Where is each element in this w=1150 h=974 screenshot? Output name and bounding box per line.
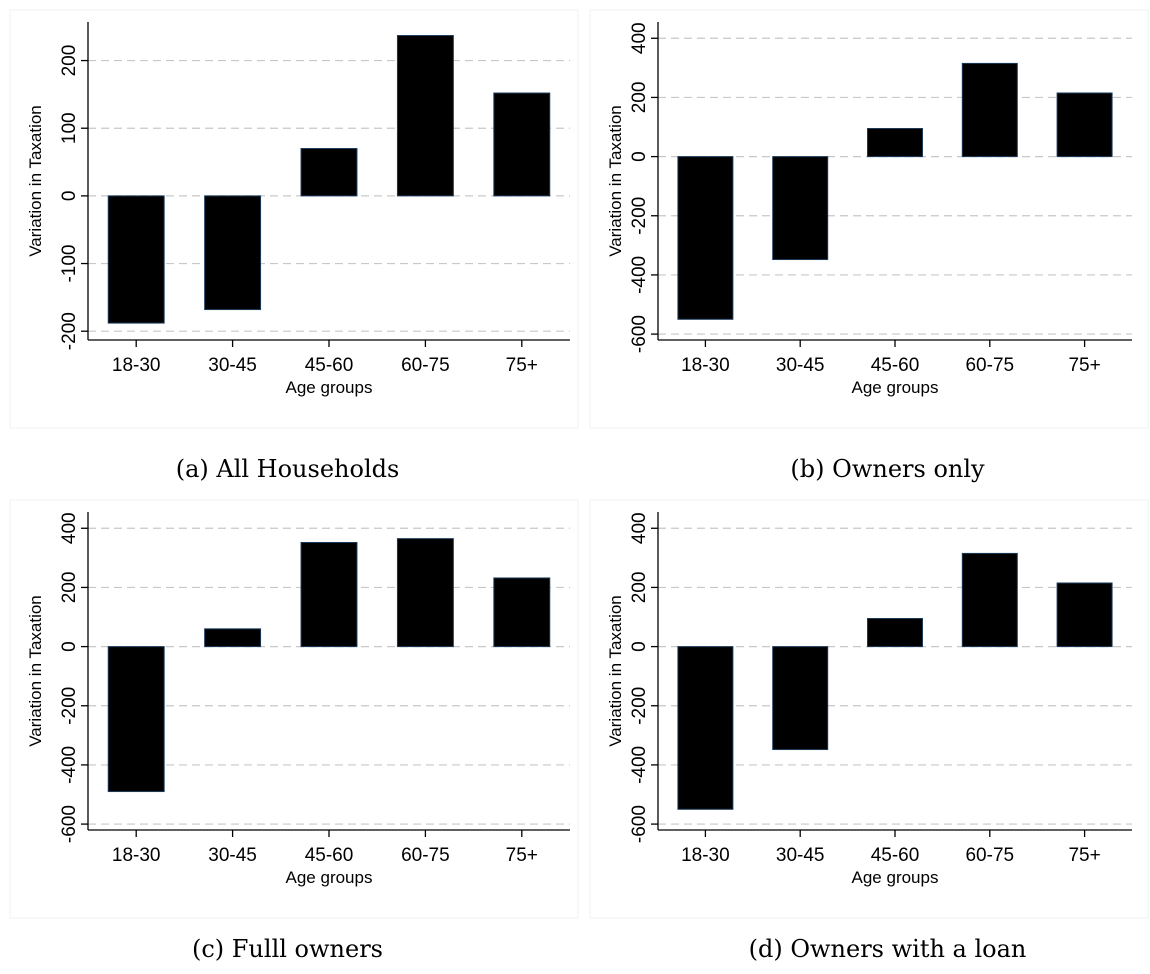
chart-panel-d: -600 -400 -200 0 200 400 18-30 30-45 45-60 60-75 7… [580, 490, 1150, 920]
x-tick-label: 18-30 [112, 355, 161, 376]
bar-45-60 [300, 541, 358, 648]
y-tick-label: 200 [59, 572, 80, 604]
bar-18-30 [677, 156, 734, 320]
x-tick-label: 60-75 [965, 845, 1014, 866]
y-tick-label: -400 [59, 746, 80, 784]
x-tick-label: 45-60 [305, 355, 354, 376]
bar-18-30 [677, 646, 734, 810]
x-tick-label: 30-45 [776, 845, 825, 866]
y-tick-label: 0 [629, 151, 650, 162]
bar-60-75 [396, 538, 454, 648]
chart-panel-a: -200 -100 0 100 200 18-30 30-45 45-60 60-75 75+ Ag… [0, 0, 580, 430]
y-tick-label: -100 [59, 245, 80, 283]
bar-75+ [1056, 92, 1113, 158]
y-tick-label: 400 [59, 512, 80, 544]
y-axis-title: Variation in Taxation [606, 105, 625, 257]
x-axis-title: Age groups [852, 378, 939, 397]
x-tick-label: 30-45 [776, 355, 825, 376]
y-axis-title: Variation in Taxation [26, 595, 45, 747]
bar-75+ [493, 92, 551, 197]
x-tick-label: 60-75 [401, 355, 450, 376]
chart-svg: -600 -400 -200 0 200 400 18-30 30-45 45-60 60-75 7… [9, 499, 579, 919]
y-axis-title: Variation in Taxation [606, 595, 625, 747]
y-tick-label: -400 [629, 746, 650, 784]
y-tick-label: -600 [59, 805, 80, 843]
x-axis-title: Age groups [286, 378, 373, 397]
bar-60-75 [961, 552, 1018, 648]
y-tick-label: 400 [629, 22, 650, 54]
y-tick-label: 200 [59, 45, 80, 77]
y-tick-label: -200 [59, 687, 80, 725]
y-tick-label: 0 [59, 641, 80, 652]
graph-frame [589, 9, 1149, 429]
bar-30-45 [772, 646, 829, 751]
bar-75+ [1056, 582, 1113, 648]
chart-panel-c: -600 -400 -200 0 200 400 18-30 30-45 45-60 60-75 7… [0, 490, 580, 920]
y-tick-label: 200 [629, 572, 650, 604]
graph-frame [589, 499, 1149, 919]
x-axis-title: Age groups [286, 868, 373, 887]
chart-panel-b: -600 -400 -200 0 200 400 18-30 30-45 45-60 60-75 7… [580, 0, 1150, 430]
x-tick-label: 18-30 [112, 845, 161, 866]
bar-30-45 [204, 195, 262, 311]
x-tick-label: 60-75 [401, 845, 450, 866]
x-tick-label: 60-75 [965, 355, 1014, 376]
bar-60-75 [396, 35, 454, 197]
x-tick-label: 75+ [506, 845, 538, 866]
y-tick-label: -600 [629, 315, 650, 353]
caption-b: (b) Owners only [790, 455, 985, 483]
chart-svg: -600 -400 -200 0 200 400 18-30 30-45 45-60 60-75 7… [589, 499, 1149, 919]
x-tick-label: 75+ [1068, 845, 1100, 866]
y-tick-label: 400 [629, 512, 650, 544]
x-tick-label: 30-45 [208, 845, 257, 866]
y-tick-label: -200 [629, 197, 650, 235]
graph-frame [9, 499, 579, 919]
x-tick-label: 75+ [506, 355, 538, 376]
graph-frame [9, 9, 579, 429]
bar-18-30 [107, 646, 165, 793]
bar-30-45 [204, 628, 262, 648]
bar-18-30 [107, 195, 165, 324]
y-tick-label: -400 [629, 256, 650, 294]
bar-30-45 [772, 156, 829, 261]
bar-45-60 [300, 148, 358, 197]
x-tick-label: 45-60 [305, 845, 354, 866]
x-axis-title: Age groups [852, 868, 939, 887]
y-tick-label: 0 [629, 641, 650, 652]
x-tick-label: 30-45 [208, 355, 257, 376]
x-tick-label: 45-60 [871, 845, 920, 866]
x-tick-label: 18-30 [681, 355, 730, 376]
bar-60-75 [961, 62, 1018, 158]
y-axis-title: Variation in Taxation [26, 105, 45, 257]
caption-c: (c) Fulll owners [191, 935, 383, 963]
y-tick-label: -200 [629, 687, 650, 725]
bar-45-60 [867, 617, 923, 648]
y-tick-label: 200 [629, 82, 650, 114]
y-tick-label: -600 [629, 805, 650, 843]
x-tick-label: 75+ [1068, 355, 1100, 376]
y-tick-label: 100 [59, 112, 80, 144]
bar-45-60 [867, 127, 923, 158]
chart-svg: -600 -400 -200 0 200 400 18-30 30-45 45-60 60-75 7… [589, 9, 1149, 429]
caption-a: (a) All Households [175, 455, 400, 483]
y-tick-label: 0 [59, 191, 80, 202]
chart-svg: -200 -100 0 100 200 18-30 30-45 45-60 60-75 75+ Ag… [9, 9, 579, 429]
bar-75+ [493, 577, 551, 648]
x-tick-label: 18-30 [681, 845, 730, 866]
y-tick-label: -200 [59, 312, 80, 350]
x-tick-label: 45-60 [871, 355, 920, 376]
caption-d: (d) Owners with a loan [748, 935, 1027, 963]
